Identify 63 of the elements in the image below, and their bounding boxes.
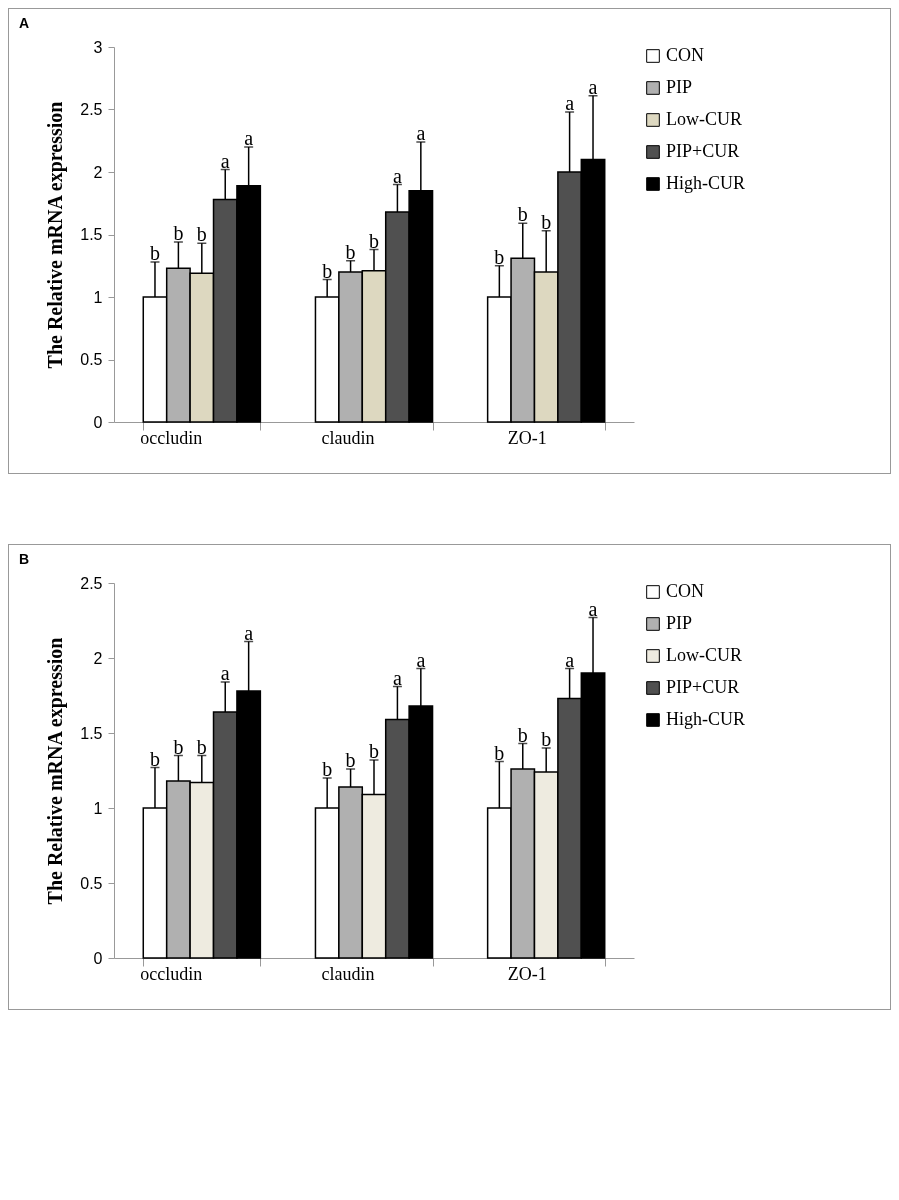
data-label: b bbox=[494, 245, 505, 268]
x-tick-label: occludin bbox=[140, 963, 203, 984]
data-label: a bbox=[220, 149, 230, 172]
y-tick-label: 2 bbox=[93, 649, 103, 667]
data-label: b bbox=[369, 740, 379, 762]
x-tick-label: ZO-1 bbox=[507, 963, 547, 984]
data-label: a bbox=[220, 662, 230, 684]
data-label: a bbox=[244, 127, 254, 149]
y-tick-label: 0.5 bbox=[80, 874, 103, 892]
legend-label: Low-CUR bbox=[666, 645, 742, 665]
y-tick-label: 2.5 bbox=[80, 101, 103, 118]
data-label: b bbox=[322, 758, 333, 780]
x-tick-label: claudin bbox=[321, 963, 375, 984]
data-label: b bbox=[517, 203, 528, 226]
x-tick-label: ZO-1 bbox=[507, 427, 547, 448]
data-label: b bbox=[369, 229, 379, 252]
y-tick-label: 1 bbox=[93, 799, 103, 817]
legend-label: PIP bbox=[666, 77, 693, 97]
data-label: b bbox=[541, 210, 552, 233]
legend-label: High-CUR bbox=[666, 709, 746, 729]
data-label: b bbox=[494, 741, 505, 764]
legend-label: Low-CUR bbox=[666, 109, 742, 129]
legend-label: PIP+CUR bbox=[666, 677, 740, 697]
legend-label: High-CUR bbox=[666, 173, 746, 193]
data-label: a bbox=[392, 666, 402, 689]
legend-label: CON bbox=[666, 581, 705, 601]
legend-label: PIP+CUR bbox=[666, 141, 740, 161]
data-label: a bbox=[416, 122, 426, 144]
data-label: b bbox=[173, 222, 184, 244]
data-label: a bbox=[392, 164, 402, 187]
data-label: b bbox=[322, 259, 333, 282]
y-tick-label: 2.5 bbox=[80, 574, 103, 592]
y-tick-label: 1.5 bbox=[80, 724, 103, 742]
y-axis-title: The Relative mRNA expression bbox=[44, 637, 68, 905]
legend-label: PIP bbox=[666, 613, 693, 633]
data-label: a bbox=[588, 75, 598, 98]
data-label: b bbox=[173, 735, 184, 758]
data-label: b bbox=[149, 747, 160, 770]
data-label: b bbox=[196, 223, 207, 246]
x-tick-label: claudin bbox=[321, 427, 375, 448]
data-label: b bbox=[149, 242, 160, 264]
y-tick-label: 0 bbox=[93, 949, 103, 967]
legend-label: CON bbox=[666, 45, 705, 65]
data-label: b bbox=[541, 728, 552, 750]
data-label: b bbox=[345, 749, 356, 771]
data-label: a bbox=[244, 621, 254, 644]
y-tick-label: 1.5 bbox=[80, 226, 103, 243]
y-tick-label: 2 bbox=[93, 163, 103, 181]
chart-title: A bbox=[19, 15, 30, 31]
data-label: b bbox=[517, 723, 528, 746]
chart-title: B bbox=[19, 551, 30, 567]
data-label: a bbox=[588, 597, 598, 620]
data-label: b bbox=[345, 240, 356, 263]
y-tick-label: 3 bbox=[93, 38, 103, 56]
x-tick-label: occludin bbox=[140, 427, 203, 448]
data-label: a bbox=[565, 648, 575, 671]
y-tick-label: 0.5 bbox=[80, 351, 103, 368]
data-label: a bbox=[565, 92, 575, 114]
data-label: a bbox=[416, 648, 426, 671]
y-tick-label: 1 bbox=[93, 288, 103, 306]
data-label: b bbox=[196, 735, 207, 758]
y-tick-label: 0 bbox=[93, 413, 103, 431]
y-axis-title: The Relative mRNA expression bbox=[44, 101, 68, 369]
